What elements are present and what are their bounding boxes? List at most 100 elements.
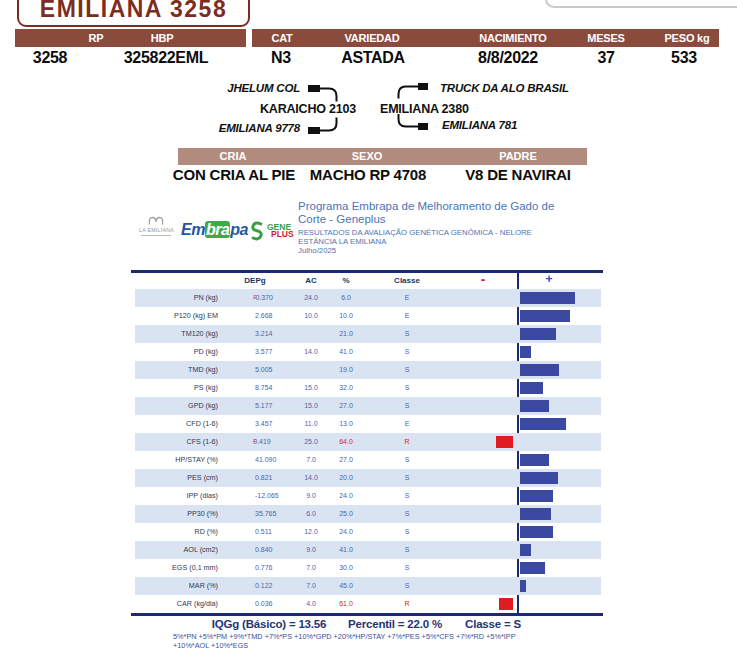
percentile-value: 61.0	[321, 595, 371, 613]
col-header-plus: +	[545, 272, 552, 286]
col-header-classe: Classe	[394, 274, 420, 288]
percentile-bar-positive	[520, 472, 558, 484]
classe-value: S	[382, 577, 432, 595]
dep-row-label: TMD (kg)	[135, 361, 218, 379]
percentile-bar-positive	[520, 292, 575, 304]
dep-value: 3.577	[230, 343, 280, 361]
dep-value: -0.370F	[230, 289, 280, 307]
percentile-bar-positive	[520, 364, 559, 376]
dep-row-label: CFD (1-6)	[135, 415, 218, 433]
dep-row: TM120 (kg)3.21421.0S	[135, 325, 601, 343]
status-field-label: PADRE	[499, 148, 537, 165]
report-page: EMILIANA 3258 RP3258HBP325822EMLCATN3VAR…	[0, 0, 737, 655]
animal-field-label: RP	[89, 29, 104, 47]
dep-value: 0.036	[230, 595, 280, 613]
classe-value: S	[382, 523, 432, 541]
dep-row-label: EGS (0,1 mm)	[135, 559, 218, 577]
animal-field-value: 533	[671, 49, 697, 67]
classe-value: E	[382, 307, 432, 325]
animal-field-label: NACIMIENTO	[479, 29, 546, 47]
status-field-value: V8 DE NAVIRAI	[465, 166, 570, 184]
percentile-value: 45.0	[321, 577, 371, 595]
animal-title: EMILIANA 3258	[40, 0, 227, 25]
classe-value: E	[382, 415, 432, 433]
dep-row: MAR (%)0.1227.045.0S	[135, 577, 601, 595]
program-title-line2: Corte - Geneplus	[298, 213, 386, 225]
animal-field-label: VARIEDAD	[344, 29, 399, 47]
dep-row-label: TM120 (kg)	[135, 325, 218, 343]
animal-field-value: 325822EML	[124, 49, 208, 67]
animal-field-label: CAT	[271, 29, 292, 47]
index-formula: 5%*PN +5%*PM +9%*TMD +7%*PS +10%*GPD +20…	[173, 633, 573, 650]
dep-value: 2.668	[230, 307, 280, 325]
classe-value: S	[382, 451, 432, 469]
dep-row: EGS (0,1 mm)0.7767.030.0S	[135, 559, 601, 577]
percentile-bar-negative	[499, 598, 513, 610]
percentile-value: 13.0	[321, 415, 371, 433]
status-field-value: MACHO RP 4708	[310, 166, 426, 184]
percentile-bar-positive	[520, 346, 531, 358]
dep-row: AOL (cm2)0.8409.041.0S	[135, 541, 601, 559]
animal-field-label: MESES	[587, 29, 625, 47]
percentile-value: 64.0	[321, 433, 371, 451]
dep-row: HP/STAY (%)41.0907.027.0S	[135, 451, 601, 469]
percentile-value: 20.0	[321, 469, 371, 487]
percentile-value: 25.0	[321, 505, 371, 523]
embrapa-logo: Embrapa	[181, 221, 248, 239]
col-header-minus: -	[481, 271, 486, 287]
dep-row-label: AOL (cm2)	[135, 541, 218, 559]
animal-field-label: HBP	[151, 29, 174, 47]
percentile-value: 24.0	[321, 487, 371, 505]
top-right-box	[545, 0, 737, 8]
dep-row: CAR (kg/dia)0.0364.061.0R	[135, 595, 601, 613]
classe-value: S	[382, 505, 432, 523]
percentile-value: 27.0	[321, 397, 371, 415]
col-header-depg: DEPg	[244, 274, 265, 288]
dep-row: P120 (kg) EM2.66810.010.0E	[135, 307, 601, 325]
dep-row: PES (cm)0.82114.020.0S	[135, 469, 601, 487]
dep-row-label: CAR (kg/dia)	[135, 595, 218, 613]
table-top-rule	[131, 270, 603, 273]
dep-row-label: PS (kg)	[135, 379, 218, 397]
dep-value: 5.177	[230, 397, 280, 415]
percentile-value: 32.0	[321, 379, 371, 397]
percentile-bar-positive	[520, 454, 549, 466]
percentile-bar-positive	[520, 418, 566, 430]
animal-field-value: 8/8/2022	[478, 49, 538, 67]
dep-value: 8.754	[230, 379, 280, 397]
dep-value: 0.776	[230, 559, 280, 577]
dep-value: 3.214	[230, 325, 280, 343]
classe-value: S	[382, 469, 432, 487]
percentile-bar-positive	[520, 580, 526, 592]
dep-value: 3.457	[230, 415, 280, 433]
dep-row: PD (kg)3.57714.041.0S	[135, 343, 601, 361]
col-header-pct: %	[342, 274, 349, 288]
summary-iqgg: IQGg (Básico) = 13.56	[212, 618, 326, 630]
dep-value: 0.511	[230, 523, 280, 541]
dep-row: TMD (kg)5.00519.0S	[135, 361, 601, 379]
dep-value: 0.419F	[230, 433, 280, 451]
table-bottom-rule	[131, 613, 603, 616]
percentile-bar-positive	[520, 544, 531, 556]
summary-classe: Classe = S	[465, 618, 521, 630]
animal-field-value: 37	[597, 49, 614, 67]
la-emiliana-logo: LA EMILIANA	[139, 215, 173, 237]
classe-value: R	[382, 433, 432, 451]
dep-row-label: MAR (%)	[135, 577, 218, 595]
animal-title-box: EMILIANA 3258	[17, 0, 250, 27]
percentile-value: 10.0	[321, 307, 371, 325]
dep-row-label: PD (kg)	[135, 343, 218, 361]
animal-field-value: N3	[271, 49, 291, 67]
percentile-bar-positive	[520, 382, 543, 394]
dep-row: PS (kg)8.75415.032.0S	[135, 379, 601, 397]
dep-value: 35.765	[230, 505, 280, 523]
percentile-bar-positive	[520, 490, 553, 502]
percentile-value: 6.0	[321, 289, 371, 307]
dep-value: 0.840	[230, 541, 280, 559]
status-field-label: CRIA	[220, 148, 247, 165]
dep-row-label: GPD (kg)	[135, 397, 218, 415]
dep-row-label: P120 (kg) EM	[135, 307, 218, 325]
percentile-value: 24.0	[321, 523, 371, 541]
geneplus-plus: PLUS	[267, 231, 294, 239]
program-date: Julho/2025	[298, 246, 336, 255]
